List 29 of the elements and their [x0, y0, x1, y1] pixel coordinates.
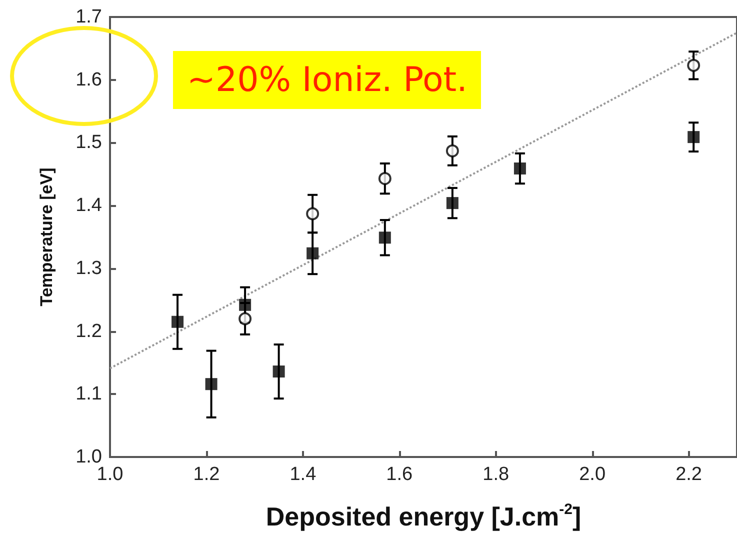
x-tick-label: 2.0 [579, 464, 606, 485]
y-tick-label: 1.1 [76, 384, 102, 405]
point [687, 58, 700, 72]
y-tick-label: 1.6 [76, 69, 102, 90]
point [172, 316, 184, 328]
y-tick-label: 1.3 [76, 258, 102, 279]
x-tick-label: 1.6 [386, 464, 413, 485]
point [205, 378, 218, 390]
y-tick-label: 1.4 [76, 195, 102, 216]
y-tick-label: 1.2 [76, 320, 102, 342]
x-tick-label: 1.4 [290, 464, 317, 485]
point [239, 298, 252, 311]
point [238, 312, 252, 326]
annotation: ~20% Ioniz. Pot. [173, 51, 482, 109]
point [446, 197, 458, 210]
y-tick-label: 1.7 [76, 6, 102, 28]
point [688, 131, 700, 144]
point [272, 366, 285, 378]
x-tick-label: 2.2 [676, 464, 702, 485]
x-tick-label: 1.2 [193, 464, 220, 485]
point [514, 162, 526, 174]
point [306, 207, 320, 220]
point [446, 144, 459, 158]
y-axis-title: Temperature [eV] [37, 168, 56, 306]
x-tick-label: 1.8 [482, 464, 510, 485]
point [378, 232, 391, 244]
point [306, 247, 319, 260]
y-tick-label: 1.5 [76, 132, 102, 154]
point [378, 172, 392, 186]
